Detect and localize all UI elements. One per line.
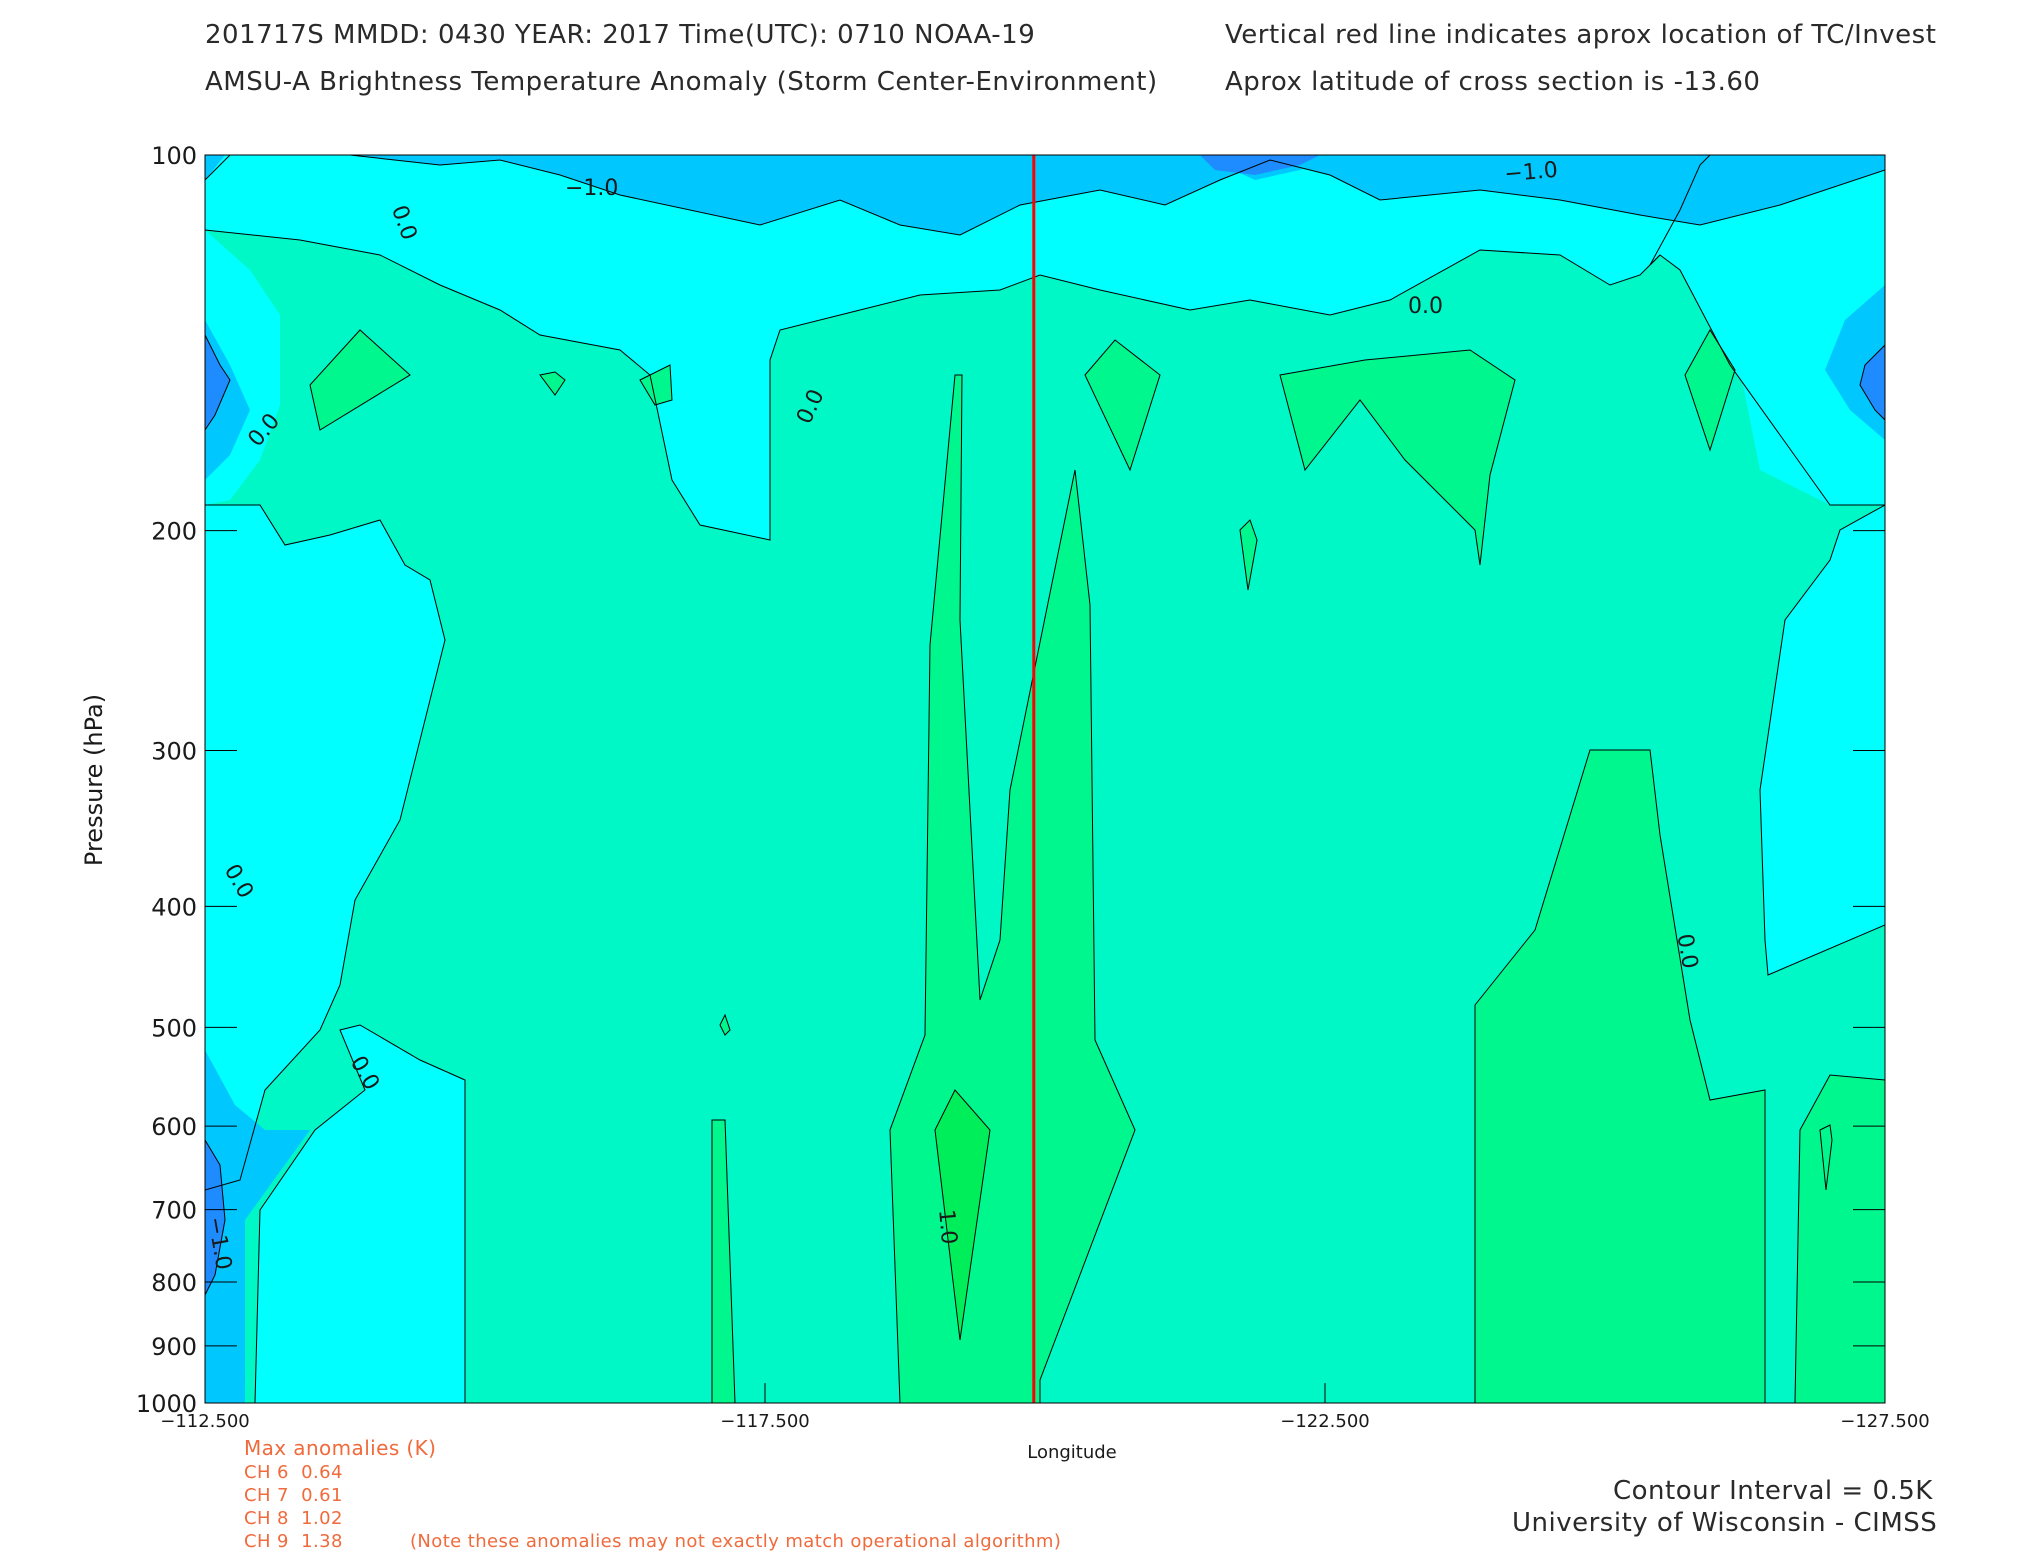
contour-line-top-neg-1-0: [205, 155, 231, 181]
fill-neg-1-0-left-lower: [205, 1050, 310, 1403]
fill-neg-0-5-top-band: [205, 155, 1885, 540]
plot-frame: [204, 154, 1886, 1404]
y-tick-label: 200: [151, 518, 197, 546]
contour-line-lower-center-spike: [711, 1119, 736, 1403]
max-anomaly-row: CH 8 1.02: [244, 1508, 343, 1529]
fill-neg-0-5-left-column: [205, 230, 465, 1403]
contour-line-upper-right-blob-b: [1279, 349, 1516, 566]
x-tick-label: −127.500: [1840, 1411, 1930, 1432]
contour-label: −1.0: [1503, 158, 1558, 188]
y-axis-label: Pressure (hPa): [80, 694, 108, 866]
contour-line-upper-left-blob: [309, 329, 411, 431]
max-anomaly-row: CH 7 0.61: [244, 1485, 343, 1506]
contour-line-upper-right-blob-a: [1084, 339, 1161, 472]
fill-0-5-tiny-blob-b: [1240, 520, 1257, 590]
x-axis: −112.500 −117.500 −122.500 −127.500: [160, 1383, 1930, 1432]
contour-line-upper-center-blob-b: [639, 364, 673, 406]
x-axis-label: Longitude: [1027, 1442, 1117, 1463]
y-axis: 100 200 300 400 500 600 700 800 900 1000: [136, 142, 1885, 1418]
y-tick-label: 300: [151, 737, 197, 765]
fill-neg-0-5-right-column: [1760, 505, 1885, 975]
max-anomaly-channel: CH 8: [244, 1508, 289, 1529]
x-tick-label: −112.500: [160, 1411, 250, 1432]
contour-line-central-column: [889, 374, 1136, 1403]
max-anomaly-row: CH 6 0.64: [244, 1462, 343, 1483]
x-tick-label: −117.500: [720, 1411, 810, 1432]
fill-neg-1-5-top-right-blob: [1200, 155, 1320, 175]
contour-line-right-column: [1474, 749, 1766, 1403]
contour-line-tiny-blob-b: [1239, 519, 1258, 591]
fill-0-5-upper-right-blob-a: [1085, 340, 1160, 470]
fill-0-5-right-column: [1475, 750, 1765, 1403]
fill-0-5-upper-left-blob: [310, 330, 410, 430]
fill-neg-1-5-left-pocket: [205, 335, 230, 430]
contour-line-right-pocket: [1859, 344, 1885, 421]
fill-0-5-upper-center-blob-b: [640, 365, 672, 405]
x-tick-label: −122.500: [1280, 1411, 1370, 1432]
contour-line-left-column: [205, 504, 446, 1191]
contour-line-right-edge: [1759, 504, 1885, 976]
max-anomalies-title: Max anomalies (K): [244, 1436, 437, 1460]
y-tick-label: 500: [151, 1014, 197, 1042]
contour-interval-text: Contour Interval = 0.5K: [1613, 1476, 1933, 1506]
contour-line-far-right-blob: [1684, 329, 1736, 452]
max-anomaly-channel: CH 6: [244, 1462, 289, 1483]
fill-1-0-inner-lower: [935, 1090, 990, 1340]
header-line1-left: 201717S MMDD: 0430 YEAR: 2017 Time(UTC):…: [205, 20, 1036, 50]
fill-neg-1-0-top-left: [205, 155, 225, 180]
max-anomalies-note: (Note these anomalies may not exactly ma…: [410, 1531, 1062, 1552]
contour-line-left-lower: [254, 1024, 466, 1403]
y-tick-label: 600: [151, 1113, 197, 1141]
header-line1-right: Vertical red line indicates aprox locati…: [1225, 20, 1937, 50]
y-tick-label: 900: [151, 1333, 197, 1361]
y-tick-label: 100: [151, 142, 197, 170]
fill-neg-1-0-top-strip: [205, 155, 1885, 235]
contour-line-right-upper: [1649, 155, 1711, 266]
fill-neg-0-5-right-upper: [1650, 155, 1885, 505]
contour-line-upper-center-blob-a: [539, 371, 566, 396]
contour-label: −1.0: [565, 176, 618, 201]
contour-label: 0.0: [1671, 932, 1702, 971]
contour-fill-layer: [205, 155, 1885, 1403]
header-line2-right: Aprox latitude of cross section is -13.6…: [1225, 67, 1761, 97]
y-tick-label: 1000: [136, 1390, 197, 1418]
y-tick-label: 400: [151, 893, 197, 921]
contour-label: 1.0: [933, 1208, 961, 1245]
contour-line-lower-right-blob: [1794, 1074, 1885, 1403]
fill-0-5-far-right-blob: [1685, 330, 1735, 450]
contour-line-top-band-upper: [349, 155, 1885, 236]
fill-0-5-lower-center-spike: [712, 1120, 735, 1403]
max-anomaly-row: CH 9 1.38: [244, 1531, 343, 1552]
contour-line-top-band-lower: [205, 229, 1885, 541]
contour-line-inner-lower: [934, 1089, 991, 1341]
contour-label: 0.0: [1408, 294, 1443, 319]
fill-neg-1-5-left-bottom: [205, 1140, 225, 1295]
credit-text: University of Wisconsin - CIMSS: [1512, 1508, 1938, 1538]
max-anomaly-value: 1.02: [301, 1508, 343, 1529]
fill-neg-0-5-left-lower: [205, 505, 445, 1190]
y-tick-label: 800: [151, 1269, 197, 1297]
max-anomaly-value: 0.64: [301, 1462, 343, 1483]
fill-0-5-lower-right-blob: [1795, 1075, 1885, 1403]
max-anomaly-channel: CH 9: [244, 1531, 289, 1552]
max-anomaly-value: 0.61: [301, 1485, 343, 1506]
contour-line-left-pocket: [205, 334, 231, 431]
y-tick-label: 700: [151, 1197, 197, 1225]
contour-lines: [205, 155, 1885, 1403]
max-anomaly-channel: CH 7: [244, 1485, 289, 1506]
header-line2-left: AMSU-A Brightness Temperature Anomaly (S…: [205, 67, 1158, 97]
contour-line-right-tiny: [1819, 1124, 1833, 1191]
max-anomaly-value: 1.38: [301, 1531, 343, 1552]
contour-line-tiny-blob-a: [719, 1013, 731, 1036]
